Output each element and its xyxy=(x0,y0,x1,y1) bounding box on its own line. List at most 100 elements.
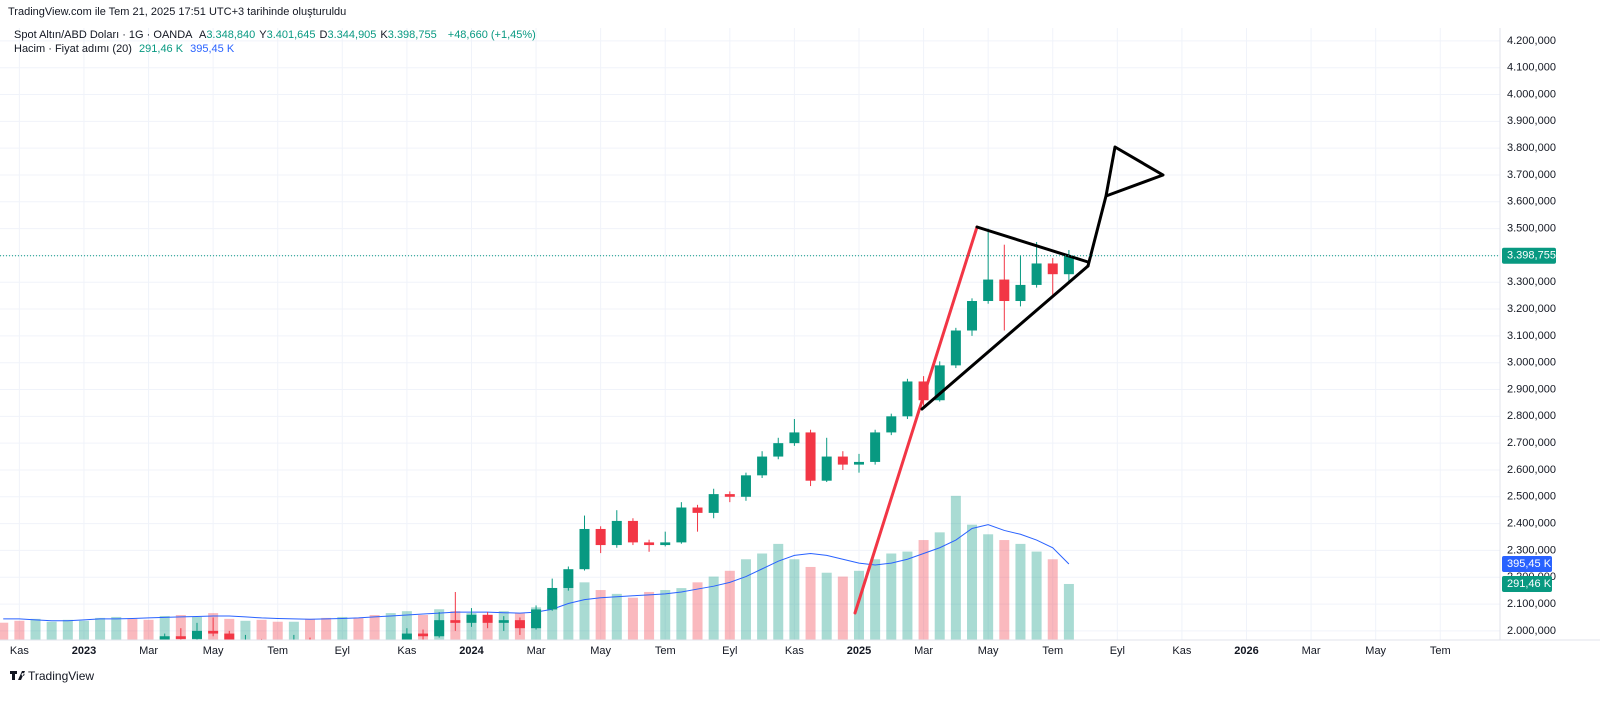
volume-bar xyxy=(950,495,961,640)
candle-body xyxy=(289,642,299,653)
candle-body xyxy=(595,528,606,546)
candle-body xyxy=(111,650,121,653)
volume-bar xyxy=(708,576,719,640)
candle-body xyxy=(547,587,558,610)
volume-bar xyxy=(14,620,25,640)
candle-body xyxy=(401,633,412,640)
candle-body xyxy=(63,687,73,690)
volume-bar xyxy=(0,622,9,640)
candle-body xyxy=(950,330,961,366)
volume-title: Hacim · Fiyat adımı (20) xyxy=(14,43,132,55)
volume-bar xyxy=(127,618,138,640)
volume-bar xyxy=(1063,583,1074,640)
y-tick-label: 3.600,000 xyxy=(1507,196,1556,208)
volume-bar xyxy=(837,576,848,640)
volume-bar xyxy=(30,618,41,640)
volume-bar xyxy=(660,590,671,640)
y-tick-label: 3.500,000 xyxy=(1507,223,1556,235)
x-tick-label: May xyxy=(203,645,224,657)
x-tick-label: Mar xyxy=(527,645,546,657)
candle-body xyxy=(627,520,638,543)
ohlc-value: 3.398,755 xyxy=(387,29,437,41)
candle-body xyxy=(837,456,848,465)
candle-body xyxy=(482,614,493,623)
y-tick-label: 3.700,000 xyxy=(1507,169,1556,181)
y-tick-label: 3.000,000 xyxy=(1507,357,1556,369)
ohlc-value: 3.344,905 xyxy=(327,29,377,41)
price-label: 3.398,755 xyxy=(1507,250,1556,262)
volume-bar xyxy=(934,532,945,640)
candle-body xyxy=(789,432,800,444)
y-tick-label: 2.600,000 xyxy=(1507,464,1556,476)
volume-bar xyxy=(353,617,364,640)
x-tick-label: Tem xyxy=(1430,645,1451,657)
candle-body xyxy=(1031,263,1042,285)
y-tick-label: 2.000,000 xyxy=(1507,625,1556,637)
y-tick-label: 4.000,000 xyxy=(1507,88,1556,100)
x-tick-label: Kas xyxy=(785,645,804,657)
y-tick-label: 4.100,000 xyxy=(1507,62,1556,74)
x-tick-label: Mar xyxy=(1302,645,1321,657)
y-tick-label: 2.300,000 xyxy=(1507,544,1556,556)
volume-bar xyxy=(418,615,429,640)
x-tick-label: Kas xyxy=(1172,645,1191,657)
candle-body xyxy=(31,693,41,706)
candle-body xyxy=(321,644,331,657)
volume-bar xyxy=(401,611,412,640)
x-tick-label: Kas xyxy=(397,645,416,657)
ohlc-label: Y xyxy=(259,29,267,41)
y-tick-label: 3.800,000 xyxy=(1507,142,1556,154)
x-tick-label: Tem xyxy=(1042,645,1063,657)
volume-bar xyxy=(821,572,832,640)
candle-body xyxy=(983,279,994,302)
brand-logo xyxy=(10,671,25,680)
candle-body xyxy=(660,542,671,546)
volume-bar xyxy=(579,582,590,640)
x-tick-label: Eyl xyxy=(722,645,737,657)
x-tick-label: May xyxy=(978,645,999,657)
candle-body xyxy=(175,636,186,639)
candle-body xyxy=(773,443,784,457)
volume-bar xyxy=(369,615,380,640)
volume-bar xyxy=(757,553,768,640)
volume-label-box xyxy=(1502,575,1552,592)
volume-ma-value: 395,45 K xyxy=(190,43,235,55)
volume-bar xyxy=(111,616,122,640)
ohlc-label: D xyxy=(319,29,328,41)
volume-label: 291,46 K xyxy=(1507,578,1552,590)
price-label-box xyxy=(1502,247,1556,264)
y-tick-label: 2.500,000 xyxy=(1507,491,1556,503)
candle-body xyxy=(127,650,137,674)
y-tick-label: 2.800,000 xyxy=(1507,410,1556,422)
candle-body xyxy=(902,381,913,417)
candle-body xyxy=(95,652,105,676)
y-tick-label: 2.100,000 xyxy=(1507,598,1556,610)
candle-body xyxy=(886,416,897,433)
x-tick-label: 2023 xyxy=(72,645,96,657)
x-tick-label: 2025 xyxy=(847,645,871,657)
volume-bar xyxy=(805,566,816,640)
candle-body xyxy=(708,494,719,513)
volume-bar xyxy=(563,584,574,640)
candle-body xyxy=(918,381,929,401)
candle-body xyxy=(563,569,574,588)
volume-bar xyxy=(224,618,235,640)
volume-bar xyxy=(1015,543,1026,640)
drawing-line xyxy=(920,264,1090,411)
candle-body xyxy=(1047,263,1058,275)
x-tick-label: 2024 xyxy=(459,645,484,657)
legend-volume: Hacim · Fiyat adımı (20) 291,46 K 395,45… xyxy=(14,43,238,55)
volume-bar xyxy=(46,621,57,640)
change: +48,660 (+1,45%) xyxy=(447,29,536,41)
candle-body xyxy=(159,636,170,640)
candle-body xyxy=(676,507,687,543)
candle-body xyxy=(821,456,832,481)
volume-bar xyxy=(692,582,703,640)
candle-body xyxy=(740,475,751,497)
x-tick-label: Kas xyxy=(10,645,29,657)
candle-body xyxy=(644,542,655,546)
volume-value: 291,46 K xyxy=(139,43,184,55)
volume-bar xyxy=(676,588,687,640)
volume-bar xyxy=(611,593,622,640)
